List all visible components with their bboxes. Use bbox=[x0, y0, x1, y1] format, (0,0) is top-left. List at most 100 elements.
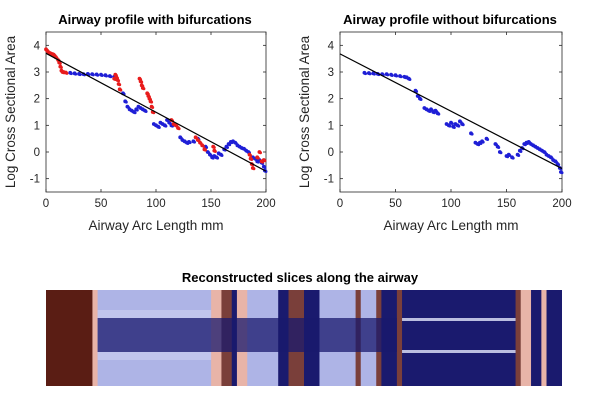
chart1-point-blue bbox=[408, 77, 412, 81]
slice-band-brown bbox=[515, 290, 522, 386]
chart1-ytick-label: 3 bbox=[328, 67, 334, 79]
chart1-point-blue bbox=[557, 163, 561, 167]
chart-without-bifurcations: Airway profile without bifurcations 0 50 1… bbox=[297, 12, 572, 233]
chart1-title: Airway profile with bifurcations bbox=[58, 12, 252, 27]
chart1-point-blue bbox=[399, 75, 403, 79]
chart0-point-red bbox=[117, 79, 121, 83]
chart1-marks bbox=[44, 47, 268, 173]
chart0-point-blue bbox=[263, 165, 267, 169]
chart2-plot-area bbox=[339, 31, 563, 193]
chart1-point-blue bbox=[386, 73, 390, 77]
chart1-ytick-label: 2 bbox=[328, 94, 334, 106]
chart1-ytick-label: 0 bbox=[328, 147, 334, 159]
slice-lumen bbox=[97, 318, 397, 352]
chart1-xtick-label: 150 bbox=[497, 198, 516, 210]
chart0-xtick-label: 100 bbox=[146, 198, 165, 210]
chart0-point-blue bbox=[124, 100, 128, 104]
chart1-point-blue bbox=[486, 137, 490, 141]
chart0-point-red bbox=[150, 100, 154, 104]
slice-band-navy bbox=[546, 290, 562, 386]
chart0-point-blue bbox=[74, 72, 78, 76]
chart1-point-blue bbox=[395, 74, 399, 78]
chart1-point-blue bbox=[519, 149, 523, 153]
chart1-point-blue bbox=[448, 124, 452, 128]
chart0-point-blue bbox=[157, 125, 161, 129]
chart1-point-blue bbox=[390, 73, 394, 77]
reconstructed-slices: Reconstructed slices along the airway bbox=[46, 270, 562, 386]
chart1-point-blue bbox=[497, 145, 501, 149]
chart1-point-blue bbox=[452, 125, 456, 129]
chart0-fit-line bbox=[45, 52, 267, 172]
slice-band-pink bbox=[520, 290, 532, 386]
chart0-point-red bbox=[177, 127, 181, 131]
chart1-ylabel: Log Cross Sectional Area bbox=[3, 35, 18, 188]
chart2-title: Airway profile without bifurcations bbox=[343, 12, 557, 27]
chart1-point-blue bbox=[517, 153, 521, 157]
chart1-point-blue bbox=[560, 171, 564, 175]
chart0-point-blue bbox=[69, 72, 73, 76]
chart0-point-blue bbox=[109, 75, 113, 79]
chart1-point-blue bbox=[499, 151, 503, 155]
chart0-point-blue bbox=[226, 145, 229, 149]
chart0-xtick-label: 0 bbox=[43, 198, 49, 210]
chart0-point-blue bbox=[78, 73, 82, 77]
chart1-point-blue bbox=[450, 121, 454, 125]
chart2-ylabel: Log Cross Sectional Area bbox=[297, 35, 312, 188]
chart3-title: Reconstructed slices along the airway bbox=[182, 270, 419, 285]
chart1-point-blue bbox=[368, 72, 372, 76]
chart0-ytick-label: 4 bbox=[34, 40, 41, 52]
chart0-point-red bbox=[259, 151, 262, 155]
chart0-point-blue bbox=[193, 140, 196, 144]
chart0-ytick-label: 2 bbox=[34, 94, 40, 106]
chart0-point-blue bbox=[105, 74, 108, 78]
slice-band-dark_red bbox=[46, 290, 93, 386]
chart0-point-blue bbox=[96, 73, 100, 77]
slice-overlay bbox=[97, 310, 516, 360]
chart0-point-red bbox=[65, 71, 69, 75]
chart1-xlabel: Airway Arc Length mm bbox=[88, 218, 223, 233]
chart0-point-blue bbox=[228, 143, 232, 147]
chart0-xtick-label: 200 bbox=[256, 198, 275, 210]
chart1-point-blue bbox=[461, 123, 465, 127]
chart1-xtick-label: 200 bbox=[552, 198, 571, 210]
chart1-xtick-label: 100 bbox=[441, 198, 460, 210]
chart1-ytick-label: 1 bbox=[328, 120, 334, 132]
chart0-point-red bbox=[201, 144, 205, 148]
chart0-point-blue bbox=[133, 111, 137, 115]
chart0-ytick-label: 3 bbox=[34, 67, 40, 79]
slice-band-pink bbox=[541, 290, 548, 386]
chart1-xtick-label: 0 bbox=[337, 198, 343, 210]
chart0-point-blue bbox=[220, 153, 224, 157]
chart0-point-red bbox=[204, 148, 207, 152]
slice-wall-band bbox=[97, 352, 212, 360]
chart0-point-red bbox=[256, 156, 260, 160]
chart0-point-blue bbox=[216, 156, 220, 160]
slice-band-navy bbox=[531, 290, 542, 386]
chart0-ytick-label: 1 bbox=[34, 120, 40, 132]
chart0-point-blue bbox=[100, 73, 104, 77]
chart1-ytick-label: -1 bbox=[324, 174, 334, 186]
chart1-point-blue bbox=[511, 156, 515, 160]
chart0-point-red bbox=[250, 157, 254, 161]
chart1-point-blue bbox=[457, 124, 461, 128]
chart0-point-red bbox=[212, 145, 216, 149]
chart1-ytick-label: 4 bbox=[328, 40, 335, 52]
chart0-point-red bbox=[263, 159, 267, 163]
chart0-point-red bbox=[58, 61, 62, 65]
chart1-point-blue bbox=[372, 72, 376, 76]
chart0-point-red bbox=[249, 153, 253, 157]
chart1-point-blue bbox=[437, 112, 441, 116]
slice-band-pink bbox=[92, 290, 99, 386]
chart0-xtick-label: 50 bbox=[95, 198, 108, 210]
chart1-xtick-label: 50 bbox=[389, 198, 402, 210]
chart1-point-blue bbox=[481, 140, 485, 144]
chart0-point-blue bbox=[91, 73, 95, 77]
chart1-point-blue bbox=[419, 97, 423, 101]
chart2-xlabel: Airway Arc Length mm bbox=[383, 218, 518, 233]
chart0-point-red bbox=[252, 167, 256, 171]
chart0-point-red bbox=[118, 83, 122, 87]
chart1-point-blue bbox=[364, 72, 368, 76]
